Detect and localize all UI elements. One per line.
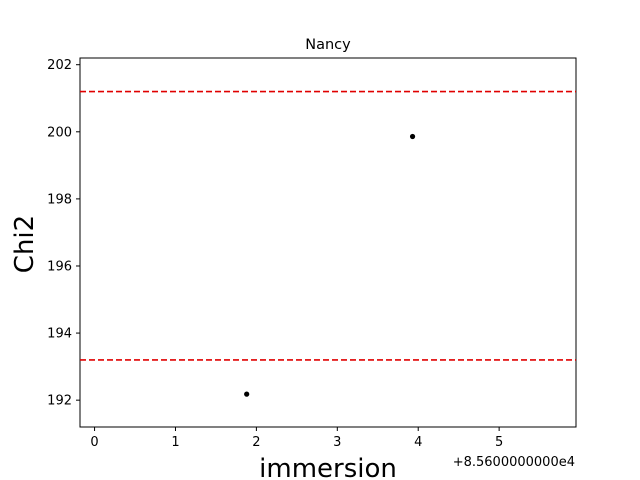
y-axis-label: Chi2: [10, 215, 40, 273]
x-axis-offset-label: +8.5600000000e4: [453, 455, 575, 470]
x-tick-label: 0: [90, 435, 98, 450]
data-point-1: [244, 391, 250, 397]
data-points: [244, 133, 416, 397]
data-point-2: [409, 133, 416, 140]
y-tick-label: 192: [47, 394, 72, 409]
x-tick-label: 4: [414, 435, 422, 450]
x-tick-label: 1: [171, 435, 179, 450]
x-tick-label: 2: [252, 435, 260, 450]
x-tick-label: 3: [333, 435, 341, 450]
y-tick-label: 200: [47, 125, 72, 140]
y-tick-label: 202: [47, 58, 72, 73]
y-tick-label: 198: [47, 192, 72, 207]
y-tick-label: 196: [47, 259, 72, 274]
y-tick-label: 194: [47, 327, 72, 342]
x-axis-ticks: 0 1 2 3 4 5: [90, 427, 503, 450]
y-axis-ticks: 192 194 196 198 200 202: [47, 58, 80, 409]
x-tick-label: 5: [495, 435, 503, 450]
x-axis-label: immersion: [259, 454, 397, 480]
reference-lines: [80, 90, 576, 361]
plot-frame: [79, 57, 577, 428]
chart-title: Nancy: [305, 37, 351, 53]
